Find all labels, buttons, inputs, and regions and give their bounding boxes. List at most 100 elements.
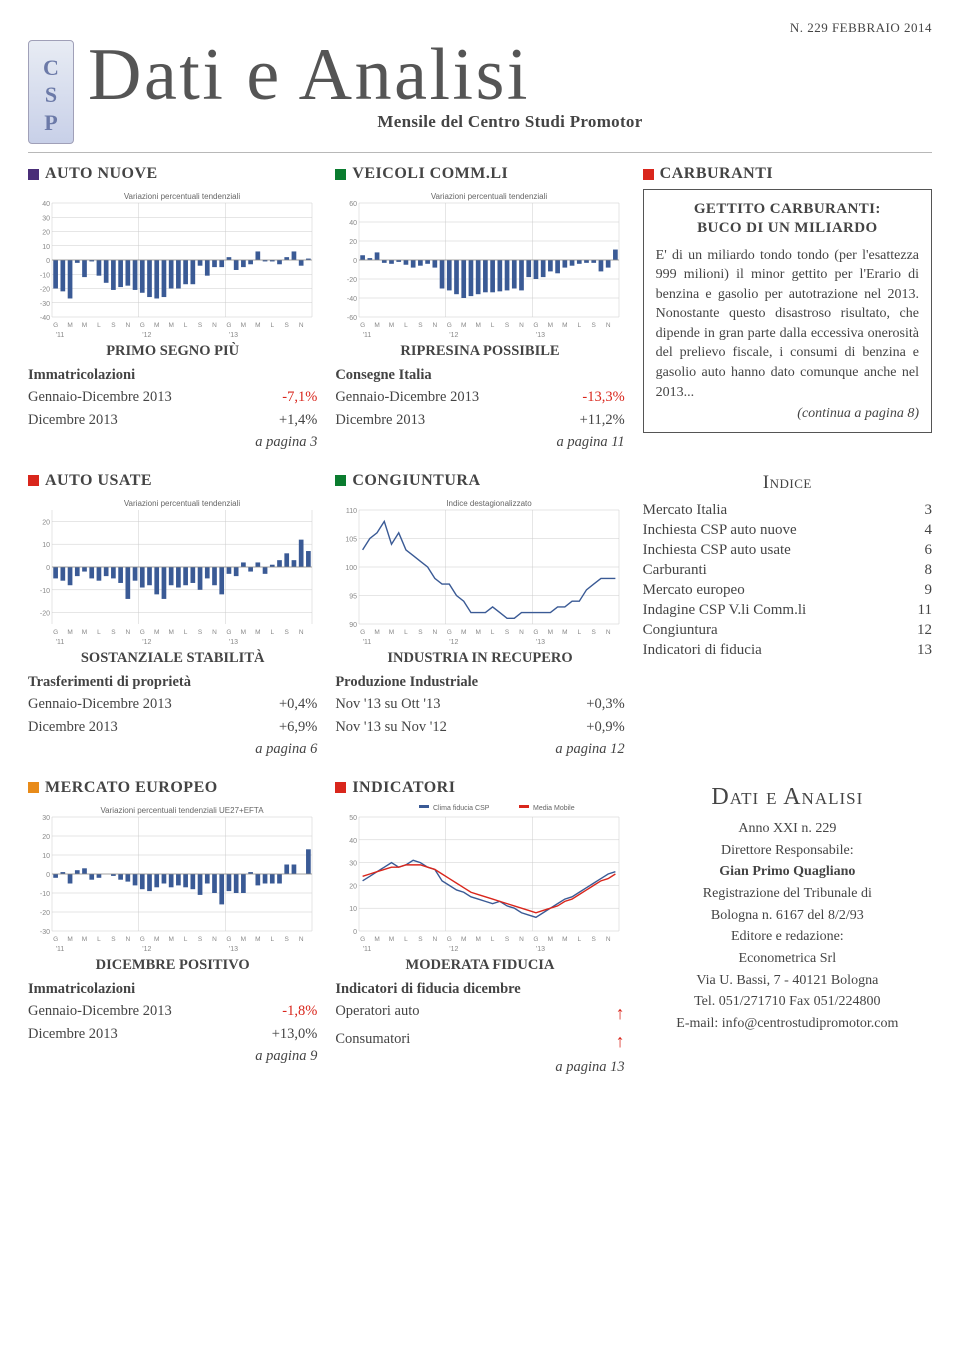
- svg-text:L: L: [491, 322, 495, 329]
- indice-page: 13: [917, 642, 932, 659]
- block-title: PRIMO SEGNO PIÙ: [28, 343, 317, 360]
- svg-text:M: M: [241, 936, 246, 943]
- svg-text:M: M: [82, 629, 87, 636]
- stat-label: Gennaio-Dicembre 2013: [28, 1000, 172, 1022]
- svg-text:L: L: [491, 629, 495, 636]
- svg-text:0: 0: [353, 258, 357, 265]
- svg-text:20: 20: [350, 883, 358, 890]
- indice-item: Carburanti8: [643, 562, 932, 579]
- svg-text:G: G: [140, 629, 145, 636]
- svg-text:L: L: [97, 322, 101, 329]
- svg-text:G: G: [53, 629, 58, 636]
- svg-text:-30: -30: [40, 301, 50, 308]
- svg-text:G: G: [447, 936, 452, 943]
- svg-text:Variazioni percentuali tendenz: Variazioni percentuali tendenziali: [124, 499, 241, 508]
- square-icon: [28, 782, 39, 793]
- block-title: MODERATA FIDUCIA: [335, 957, 624, 974]
- svg-text:L: L: [491, 936, 495, 943]
- svg-text:50: 50: [350, 815, 358, 822]
- svg-text:G: G: [447, 629, 452, 636]
- section-veicoli: VEICOLI COMM.LI Variazioni percentuali t…: [335, 165, 624, 454]
- svg-text:L: L: [97, 936, 101, 943]
- svg-text:40: 40: [350, 838, 358, 845]
- svg-text:105: 105: [346, 536, 358, 543]
- svg-text:10: 10: [42, 853, 50, 860]
- box-continue: (continua a pagina 8): [656, 406, 919, 422]
- svg-text:-20: -20: [40, 910, 50, 917]
- svg-text:M: M: [375, 629, 380, 636]
- stat-row: Dicembre 2013 +6,9%: [28, 716, 317, 738]
- stat-value: +0,4%: [279, 693, 317, 715]
- svg-text:M: M: [241, 322, 246, 329]
- stat-value: +13,0%: [272, 1023, 318, 1045]
- svg-text:S: S: [111, 629, 116, 636]
- svg-text:G: G: [226, 322, 231, 329]
- stat-label: Consumatori: [335, 1028, 410, 1056]
- indice-item: Indicatori di fiducia13: [643, 642, 932, 659]
- svg-text:G: G: [360, 936, 365, 943]
- colophon-line: Editore e redazione:: [643, 926, 932, 948]
- colophon: Dati e Analisi Anno XXI n. 229 Direttore…: [643, 779, 932, 1079]
- svg-text:S: S: [419, 629, 424, 636]
- section-label: AUTO USATE: [45, 472, 152, 490]
- page-ref: a pagina 3: [28, 431, 317, 453]
- auto-nuove-chart: Variazioni percentuali tendenziali-40-30…: [28, 189, 317, 339]
- section-label: MERCATO EUROPEO: [45, 779, 218, 797]
- svg-text:M: M: [82, 936, 87, 943]
- colophon-email: E-mail: info@centrostudipromotor.com: [643, 1013, 932, 1035]
- svg-text:G: G: [53, 936, 58, 943]
- arrow-up-icon: ↑: [616, 1000, 625, 1028]
- svg-text:S: S: [592, 936, 597, 943]
- svg-text:M: M: [168, 629, 173, 636]
- svg-text:G: G: [53, 322, 58, 329]
- svg-text:G: G: [534, 936, 539, 943]
- stat-head: Indicatori di fiducia dicembre: [335, 978, 624, 1000]
- colophon-line: Tel. 051/271710 Fax 051/224800: [643, 991, 932, 1013]
- svg-text:M: M: [461, 629, 466, 636]
- svg-text:'12: '12: [450, 946, 459, 953]
- stat-label: Dicembre 2013: [28, 1023, 118, 1045]
- svg-text:S: S: [198, 322, 203, 329]
- svg-text:40: 40: [350, 220, 358, 227]
- svg-text:M: M: [255, 936, 260, 943]
- stat-row: Gennaio-Dicembre 2013 -13,3%: [335, 386, 624, 408]
- svg-text:110: 110: [346, 508, 357, 515]
- svg-text:N: N: [606, 936, 611, 943]
- svg-text:0: 0: [46, 872, 50, 879]
- svg-text:'12: '12: [142, 946, 151, 953]
- stat-value: +1,4%: [279, 409, 317, 431]
- svg-text:L: L: [270, 322, 274, 329]
- svg-text:S: S: [419, 322, 424, 329]
- indice-label: Congiuntura: [643, 622, 718, 639]
- stat-row: Dicembre 2013 +13,0%: [28, 1023, 317, 1045]
- svg-text:S: S: [592, 322, 597, 329]
- indice-page: 12: [917, 622, 932, 639]
- svg-text:L: L: [578, 322, 582, 329]
- svg-text:L: L: [184, 936, 188, 943]
- svg-text:G: G: [226, 629, 231, 636]
- svg-text:G: G: [140, 322, 145, 329]
- svg-text:M: M: [389, 629, 394, 636]
- box-body: E' di un miliardo tondo tondo (per l'esa…: [656, 246, 919, 403]
- svg-text:L: L: [270, 629, 274, 636]
- section-label: CONGIUNTURA: [352, 472, 480, 490]
- svg-text:M: M: [168, 936, 173, 943]
- square-icon: [643, 169, 654, 180]
- svg-text:30: 30: [42, 215, 50, 222]
- svg-text:N: N: [125, 322, 130, 329]
- indice-page: 9: [925, 582, 933, 599]
- indicatori-chart: Clima fiducia CSPMedia Mobile01020304050…: [335, 803, 624, 953]
- svg-text:N: N: [519, 322, 524, 329]
- svg-text:M: M: [168, 322, 173, 329]
- svg-text:L: L: [578, 936, 582, 943]
- svg-text:M: M: [255, 629, 260, 636]
- indice-label: Mercato europeo: [643, 582, 745, 599]
- stat-label: Gennaio-Dicembre 2013: [28, 386, 172, 408]
- stat-value: +6,9%: [279, 716, 317, 738]
- stat-head: Immatricolazioni: [28, 978, 317, 1000]
- block-title: DICEMBRE POSITIVO: [28, 957, 317, 974]
- svg-text:N: N: [433, 322, 438, 329]
- svg-text:L: L: [184, 322, 188, 329]
- svg-text:-20: -20: [347, 277, 357, 284]
- colophon-line: Direttore Responsabile:: [643, 840, 932, 862]
